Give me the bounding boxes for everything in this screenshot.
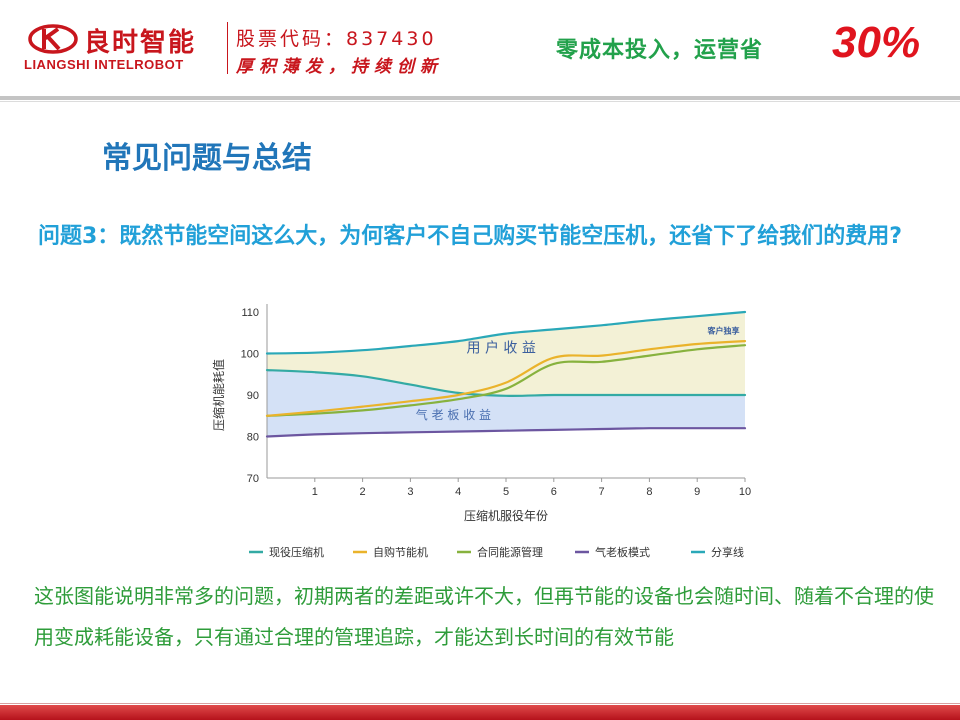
tagline-percentage: 30%	[832, 18, 921, 67]
y-tick-label: 80	[247, 432, 259, 444]
legend-label: 分享线	[711, 545, 744, 559]
y-tick-label: 90	[247, 390, 259, 402]
x-tick-label: 9	[694, 486, 700, 498]
legend-label: 现役压缩机	[269, 545, 324, 559]
x-tick-label: 3	[407, 486, 413, 498]
header-divider	[227, 22, 228, 74]
series-line	[265, 344, 747, 417]
x-tick-label: 2	[360, 486, 366, 498]
brand-english-name: LIANGSHI INTELROBOT	[24, 57, 184, 72]
footer-bar	[0, 705, 960, 720]
energy-chart: 70 80 90 100 110 1 2 3 4 5 6 7 8 9 10 压缩机服役年份 压缩机能耗值 用 户 …	[205, 286, 770, 570]
header: 良时智能 LIANGSHI INTELROBOT 股票代码：837430 厚积薄…	[0, 0, 960, 96]
y-axis-label: 压缩机能耗值	[211, 359, 226, 431]
x-axis-label: 压缩机服役年份	[464, 508, 548, 523]
legend-label: 自购节能机	[373, 545, 428, 559]
y-tick-label: 110	[241, 307, 259, 319]
x-tick-label: 8	[646, 486, 652, 498]
header-separator-thin	[0, 101, 960, 102]
y-tick-label: 100	[241, 349, 259, 361]
chart-annotation: 客户独享	[706, 326, 739, 336]
chart-annotation: 用 户 收 益	[467, 339, 536, 356]
summary-text: 这张图能说明非常多的问题，初期两者的差距或许不大，但再节能的设备也会随时间、随着…	[34, 584, 934, 649]
page-title: 常见问题与总结	[102, 141, 312, 176]
y-tick-label: 70	[247, 473, 259, 485]
x-tick-label: 4	[455, 486, 461, 498]
x-tick-label: 1	[312, 486, 318, 498]
footer-line	[0, 703, 960, 704]
x-tick-label: 7	[599, 486, 605, 498]
stock-code: 股票代码：837430	[236, 28, 437, 50]
series-line	[265, 427, 747, 438]
series-line	[265, 340, 747, 417]
company-logo-icon	[28, 24, 78, 54]
chart-annotation: 气 老 板 收 益	[416, 407, 491, 422]
brand-name: 良时智能	[84, 28, 197, 58]
x-tick-label: 10	[739, 486, 751, 498]
boss-benefit-area	[267, 370, 745, 437]
header-separator	[0, 96, 960, 100]
user-benefit-area	[267, 312, 745, 396]
tagline: 零成本投入，运营省	[556, 38, 764, 63]
question-text: 问题3：既然节能空间这么大，为何客户不自己购买节能空压机，还省下了给我们的费用?	[38, 224, 903, 249]
legend-label: 合同能源管理	[477, 545, 543, 559]
series-line	[265, 369, 747, 397]
series-line	[265, 310, 747, 355]
chart-svg: 70 80 90 100 110 1 2 3 4 5 6 7 8 9 10 压缩机服役年份 压缩机能耗值 用 户 …	[211, 304, 751, 559]
legend-label: 气老板模式	[595, 545, 650, 559]
company-motto: 厚积薄发，持续创新	[236, 57, 443, 77]
x-tick-label: 6	[551, 486, 557, 498]
x-tick-label: 5	[503, 486, 509, 498]
